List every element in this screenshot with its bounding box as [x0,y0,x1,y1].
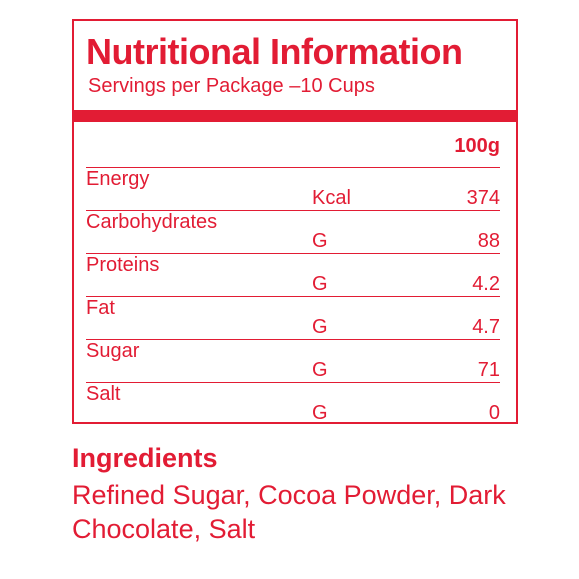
table-row: Carbohydrates G 88 [86,210,500,254]
servings-info: Servings per Package –10 Cups [88,75,375,97]
nutrient-name: Energy [86,167,312,211]
table-row: Fat G 4.7 [86,296,500,340]
column-header-100g: 100g [392,125,500,168]
nutrient-name: Carbohydrates [86,210,312,254]
table-header-row: 100g [86,125,500,168]
header-blank-unit [312,125,392,168]
nutrient-value: 4.7 [392,296,500,340]
nutrient-unit: G [312,402,328,424]
nutrient-name: Salt [86,383,121,405]
nutrition-panel: Nutritional Information Servings per Pac… [72,19,518,424]
ingredients-heading: Ingredients [72,443,218,473]
nutrient-unit: G [312,296,392,340]
nutrient-unit: G [312,339,392,383]
nutrient-value: 71 [392,339,500,383]
nutrient-value: 4.2 [392,253,500,297]
accent-divider-bar [74,110,516,122]
ingredients-list: Refined Sugar, Cocoa Powder, Dark Chocol… [72,480,506,544]
nutrient-unit: Kcal [312,167,392,211]
table-row: Proteins G 4.2 [86,253,500,297]
nutrient-unit: G [312,210,392,254]
table-row: Salt G 0 [86,383,500,426]
panel-title: Nutritional Information [86,31,463,72]
nutrient-value: 0 [488,402,500,424]
nutrient-name: Proteins [86,253,312,297]
table-row: Sugar G 71 [86,339,500,383]
table-row: Energy Kcal 374 [86,167,500,211]
header-blank-name [86,125,312,168]
nutrient-unit: G [312,253,392,297]
nutrient-value: 88 [392,210,500,254]
nutrition-table: 100g Energy Kcal 374 Carbohydrates G 88 … [86,125,500,425]
nutrient-value: 374 [392,167,500,211]
nutrient-name: Sugar [86,339,312,383]
nutrient-name: Fat [86,296,312,340]
